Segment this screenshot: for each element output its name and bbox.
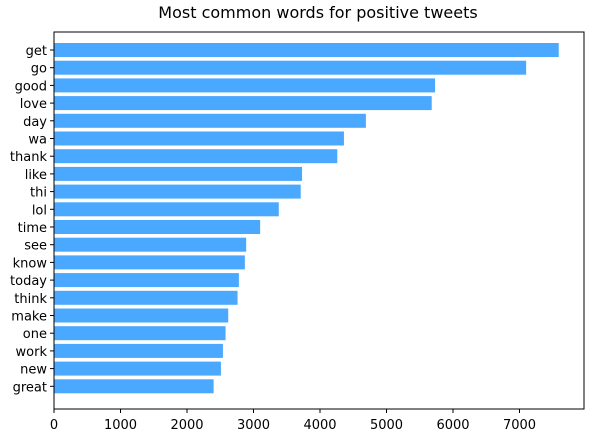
y-tick-label: great <box>13 380 47 395</box>
y-tick-label: go <box>31 62 47 77</box>
bar-work <box>54 343 223 358</box>
chart-title: Most common words for positive tweets <box>158 3 477 22</box>
y-tick-label: day <box>23 115 47 130</box>
y-tick-label: wa <box>28 133 47 148</box>
x-tick-label: 2000 <box>170 418 203 433</box>
bar-see <box>54 237 247 252</box>
x-tick-label: 3000 <box>237 418 270 433</box>
bar-thi <box>54 184 301 199</box>
y-tick-label: make <box>11 310 47 325</box>
x-axis-ticks: 0 1000 2000 3000 4000 5000 6000 7000 <box>50 409 536 433</box>
x-tick-label: 1000 <box>104 418 137 433</box>
y-tick-label: get <box>26 44 47 59</box>
x-tick-label: 0 <box>50 418 58 433</box>
y-tick-label: thi <box>30 186 47 201</box>
y-tick-label: one <box>23 327 47 342</box>
y-tick-label: think <box>14 292 47 307</box>
bar-thank <box>54 149 338 164</box>
bar-think <box>54 290 238 305</box>
bar-day <box>54 113 366 128</box>
bar-time <box>54 220 261 234</box>
y-tick-label: know <box>13 256 48 271</box>
y-tick-label: see <box>24 239 47 254</box>
bar-go <box>54 60 527 75</box>
y-axis-ticks: get go good love day wa thank like thi lol time see… <box>10 44 54 395</box>
y-tick-label: thank <box>10 150 48 165</box>
y-tick-label: new <box>20 363 47 378</box>
y-tick-label: work <box>16 345 48 360</box>
y-tick-label: good <box>15 79 47 94</box>
bars-group <box>54 43 559 394</box>
y-tick-label: time <box>18 221 47 236</box>
bar-lol <box>54 202 279 217</box>
y-tick-label: like <box>25 168 47 183</box>
bar-new <box>54 361 221 376</box>
bar-wa <box>54 131 344 146</box>
plot-frame <box>53 31 585 410</box>
y-tick-label: love <box>20 97 47 112</box>
y-tick-label: lol <box>32 203 47 218</box>
bar-make <box>54 308 229 323</box>
bar-get <box>54 43 559 57</box>
bar-good <box>54 78 436 93</box>
bar-love <box>54 96 432 111</box>
x-tick-label: 4000 <box>303 418 336 433</box>
x-tick-label: 5000 <box>370 418 403 433</box>
bar-one <box>54 326 226 341</box>
bar-know <box>54 255 245 270</box>
x-tick-label: 6000 <box>436 418 469 433</box>
bar-today <box>54 273 239 288</box>
bar-like <box>54 166 303 181</box>
bar-great <box>54 379 214 394</box>
x-tick-label: 7000 <box>503 418 536 433</box>
y-tick-label: today <box>10 274 47 289</box>
